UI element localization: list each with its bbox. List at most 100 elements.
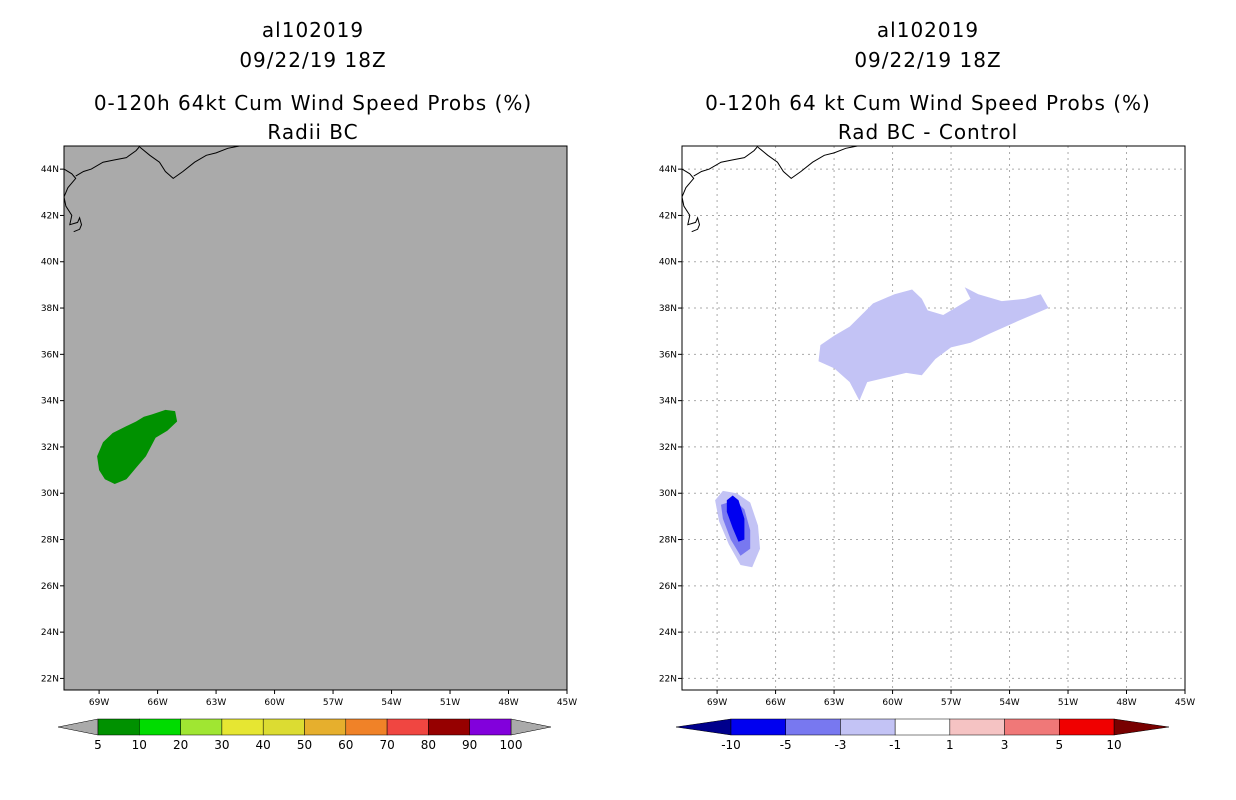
colorbar-swatch-10 bbox=[469, 718, 512, 736]
colorbar-left-arrow bbox=[675, 718, 732, 736]
x-tick-label-45W: 45W bbox=[1175, 698, 1195, 708]
map-frame bbox=[63, 145, 568, 691]
colorbar-label-1: 1 bbox=[946, 738, 954, 752]
colorbar-label--5: -5 bbox=[780, 738, 792, 752]
colorbar: 5 10 20 30 40 50 60 70 80 90 100 bbox=[57, 718, 552, 752]
y-tick-label-26N: 26N bbox=[41, 582, 59, 592]
colorbar-label-5: 5 bbox=[1055, 738, 1063, 752]
coastline-2 bbox=[75, 146, 141, 177]
colorbar-swatch-7 bbox=[1059, 718, 1115, 736]
x-tick-label-48W: 48W bbox=[1116, 698, 1136, 708]
y-tick-label-42N: 42N bbox=[659, 211, 677, 221]
colorbar-right-arrow bbox=[1113, 718, 1170, 736]
colorbar-label-90: 90 bbox=[462, 738, 477, 752]
y-tick-label-42N: 42N bbox=[41, 211, 59, 221]
colorbar-swatch-6 bbox=[1004, 718, 1060, 736]
colorbar-swatch-5 bbox=[262, 718, 305, 736]
colorbar-swatch-3 bbox=[180, 718, 223, 736]
coastline-2 bbox=[693, 146, 759, 177]
x-tick-label-54W: 54W bbox=[381, 698, 401, 708]
y-tick-label-44N: 44N bbox=[41, 165, 59, 175]
colorbar-label-80: 80 bbox=[421, 738, 436, 752]
panel-title-line-1: al102019 bbox=[877, 18, 979, 42]
x-tick-label-45W: 45W bbox=[557, 698, 577, 708]
y-tick-label-22N: 22N bbox=[41, 674, 59, 684]
x-tick-label-57W: 57W bbox=[323, 698, 343, 708]
y-tick-label-30N: 30N bbox=[41, 489, 59, 499]
panel-2: al102019 09/22/19 18Z 0-120h 64 kt Cum Win… bbox=[659, 18, 1195, 752]
y-tick-label-38N: 38N bbox=[41, 304, 59, 314]
panel-title-line-4: Radii BC bbox=[267, 120, 358, 144]
panel-title-line-1: al102019 bbox=[262, 18, 364, 42]
x-tick-label-66W: 66W bbox=[147, 698, 167, 708]
x-tick-label-63W: 63W bbox=[824, 698, 844, 708]
panel-title-line-3: 0-120h 64 kt Cum Wind Speed Probs (%) bbox=[705, 91, 1151, 115]
colorbar-label-60: 60 bbox=[338, 738, 353, 752]
colorbar-swatch-4 bbox=[221, 718, 264, 736]
colorbar-swatch-6 bbox=[304, 718, 347, 736]
y-tick-label-34N: 34N bbox=[41, 397, 59, 407]
x-tick-label-69W: 69W bbox=[707, 698, 727, 708]
colorbar-label-20: 20 bbox=[173, 738, 188, 752]
y-tick-label-40N: 40N bbox=[41, 258, 59, 268]
colorbar-swatch-7 bbox=[345, 718, 388, 736]
colorbar-swatch-1 bbox=[730, 718, 786, 736]
x-tick-label-63W: 63W bbox=[206, 698, 226, 708]
map-background bbox=[64, 146, 567, 690]
y-tick-label-40N: 40N bbox=[659, 258, 677, 268]
y-tick-label-38N: 38N bbox=[659, 304, 677, 314]
y-tick-label-22N: 22N bbox=[659, 674, 677, 684]
colorbar-label-10: 10 bbox=[132, 738, 147, 752]
x-tick-label-60W: 60W bbox=[264, 698, 284, 708]
colorbar-label-30: 30 bbox=[214, 738, 229, 752]
map-area bbox=[682, 146, 1185, 690]
colorbar-right-arrow bbox=[510, 718, 552, 736]
colorbar: -10 -5 -3 -1 1 3 5 10 bbox=[675, 718, 1170, 752]
x-tick-label-69W: 69W bbox=[89, 698, 109, 708]
contour-5-10-0 bbox=[97, 409, 178, 484]
coastline-1 bbox=[682, 168, 701, 233]
y-tick-label-32N: 32N bbox=[659, 443, 677, 453]
x-tick-label-48W: 48W bbox=[498, 698, 518, 708]
x-tick-label-54W: 54W bbox=[999, 698, 1019, 708]
panel-title-line-2: 09/22/19 18Z bbox=[239, 48, 386, 72]
colorbar-label-100: 100 bbox=[500, 738, 523, 752]
colorbar-left-arrow bbox=[57, 718, 99, 736]
panel-1: al102019 09/22/19 18Z 0-120h 64kt Cum Wind… bbox=[41, 18, 577, 752]
map-frame bbox=[681, 145, 1186, 691]
map-area bbox=[64, 146, 240, 484]
colorbar-label-70: 70 bbox=[379, 738, 394, 752]
y-tick-label-28N: 28N bbox=[41, 536, 59, 546]
panel-title-line-4: Rad BC - Control bbox=[838, 120, 1018, 144]
contour--3to-1-0 bbox=[818, 287, 1049, 401]
y-tick-label-36N: 36N bbox=[41, 350, 59, 360]
colorbar-swatch-3 bbox=[840, 718, 896, 736]
panel-title-line-2: 09/22/19 18Z bbox=[854, 48, 1001, 72]
y-tick-label-36N: 36N bbox=[659, 350, 677, 360]
colorbar-label-3: 3 bbox=[1001, 738, 1009, 752]
colorbar-swatch-2 bbox=[785, 718, 841, 736]
coastline-3 bbox=[757, 146, 858, 180]
colorbar-label-40: 40 bbox=[256, 738, 271, 752]
y-tick-label-24N: 24N bbox=[659, 628, 677, 638]
y-tick-label-26N: 26N bbox=[659, 582, 677, 592]
y-tick-label-32N: 32N bbox=[41, 443, 59, 453]
colorbar-label-5: 5 bbox=[94, 738, 102, 752]
colorbar-swatch-2 bbox=[139, 718, 181, 736]
colorbar-label-50: 50 bbox=[297, 738, 312, 752]
panel-title-line-3: 0-120h 64kt Cum Wind Speed Probs (%) bbox=[94, 91, 532, 115]
colorbar-label--10: -10 bbox=[721, 738, 741, 752]
colorbar-swatch-4 bbox=[894, 718, 951, 736]
x-tick-label-57W: 57W bbox=[941, 698, 961, 708]
y-tick-label-30N: 30N bbox=[659, 489, 677, 499]
colorbar-swatch-8 bbox=[386, 718, 429, 736]
y-tick-label-28N: 28N bbox=[659, 536, 677, 546]
colorbar-swatch-5 bbox=[949, 718, 1005, 736]
x-tick-label-60W: 60W bbox=[882, 698, 902, 708]
y-tick-label-44N: 44N bbox=[659, 165, 677, 175]
coastline-3 bbox=[139, 146, 240, 180]
coastline-1 bbox=[64, 168, 83, 233]
y-tick-label-24N: 24N bbox=[41, 628, 59, 638]
x-tick-label-51W: 51W bbox=[1058, 698, 1078, 708]
